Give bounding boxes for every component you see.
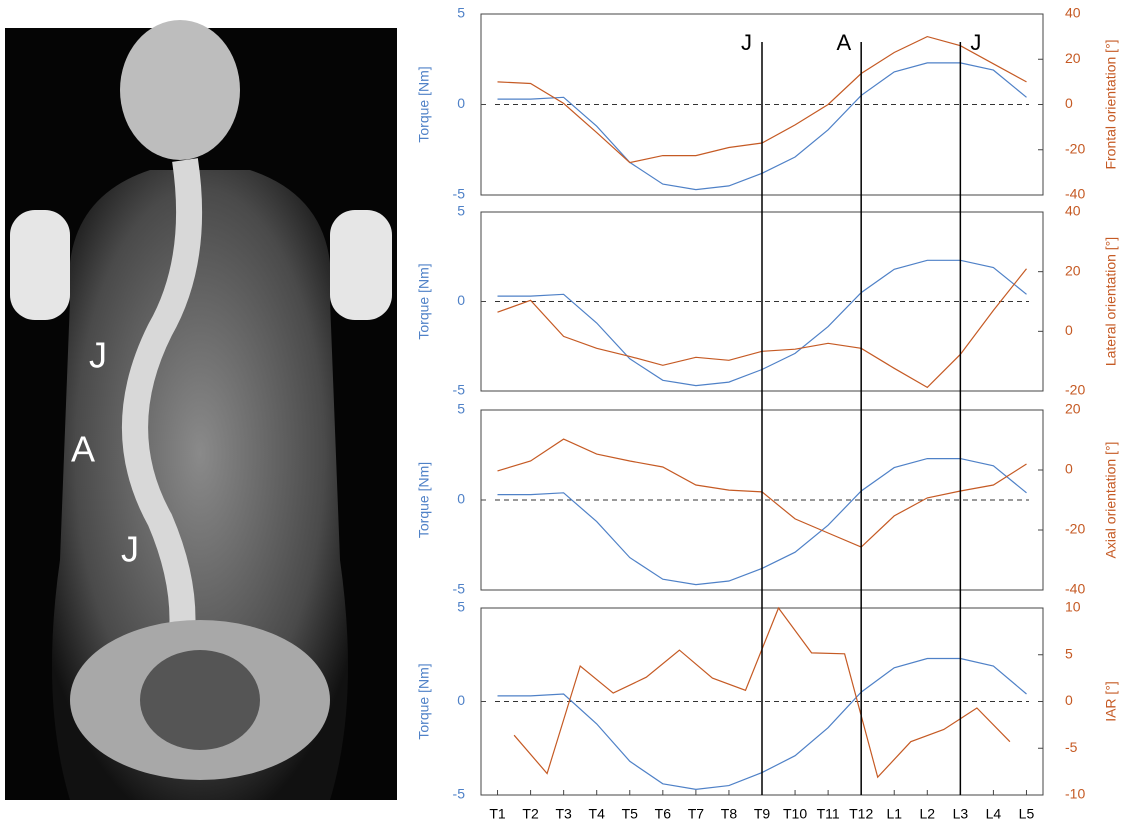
y-tick-label: -5 — [453, 382, 466, 398]
x-tick-label: T7 — [688, 806, 705, 822]
y-tick-label: 0 — [457, 491, 465, 507]
y2-tick-label: 20 — [1065, 50, 1081, 66]
x-tick-label: T1 — [489, 806, 506, 822]
y-axis-label: Torque [Nm] — [416, 66, 432, 142]
y-tick-label: 0 — [457, 292, 465, 308]
y2-axis-label: IAR [°] — [1103, 681, 1119, 722]
y2-tick-label: -20 — [1065, 521, 1085, 537]
figure: J A J -5 0 5 -40 -20 0 20 40 Torque [Nm] Frontal … — [0, 0, 1127, 830]
y-tick-label: 5 — [457, 5, 465, 21]
x-tick-label: T6 — [655, 806, 672, 822]
y2-tick-label: 20 — [1065, 401, 1081, 417]
x-tick-label: T11 — [817, 806, 840, 822]
y2-tick-label: -40 — [1065, 186, 1085, 202]
x-tick-label: T5 — [622, 806, 639, 822]
y-axis-label: Torque [Nm] — [416, 462, 432, 538]
y-tick-label: 0 — [457, 692, 465, 708]
x-tick-label: L4 — [986, 806, 1002, 822]
x-tick-label: T8 — [721, 806, 738, 822]
y-tick-label: -5 — [453, 786, 466, 802]
y-tick-label: 5 — [457, 401, 465, 417]
y2-tick-label: 0 — [1065, 95, 1073, 111]
y2-tick-label: 0 — [1065, 692, 1073, 708]
y2-tick-label: -20 — [1065, 382, 1085, 398]
y2-tick-label: -10 — [1065, 786, 1085, 802]
y2-tick-label: -40 — [1065, 581, 1085, 597]
y-tick-label: -5 — [453, 581, 466, 597]
x-tick-label: T3 — [555, 806, 572, 822]
y2-axis-label: Axial orientation [°] — [1103, 442, 1119, 559]
marker-label: J — [741, 30, 752, 55]
x-tick-label: T2 — [522, 806, 539, 822]
y2-tick-label: 10 — [1065, 599, 1081, 615]
y2-tick-label: -5 — [1065, 739, 1078, 755]
xray-image: J A J — [5, 20, 397, 800]
x-tick-label: L3 — [953, 806, 969, 822]
y-tick-label: 5 — [457, 599, 465, 615]
marker-label: J — [970, 30, 981, 55]
y2-tick-label: 5 — [1065, 645, 1073, 661]
y2-tick-label: 0 — [1065, 461, 1073, 477]
x-tick-label: T9 — [754, 806, 771, 822]
x-tick-label: L5 — [1019, 806, 1035, 822]
marker-label: A — [836, 30, 851, 55]
y2-tick-label: -20 — [1065, 140, 1085, 156]
xray-label: J — [89, 335, 107, 376]
y-tick-label: 0 — [457, 95, 465, 111]
xray-label: J — [121, 529, 139, 570]
y2-axis-label: Frontal orientation [°] — [1103, 39, 1119, 169]
y-axis-label: Torque [Nm] — [416, 263, 432, 339]
x-tick-label: T12 — [849, 806, 873, 822]
page: J A J -5 0 5 -40 -20 0 20 40 Torque [Nm] Frontal … — [0, 0, 1127, 835]
y2-tick-label: 40 — [1065, 5, 1081, 21]
x-tick-label: L1 — [886, 806, 902, 822]
y2-axis-label: Lateral orientation [°] — [1103, 237, 1119, 366]
y-tick-label: -5 — [453, 186, 466, 202]
x-tick-label: T4 — [589, 806, 606, 822]
y2-tick-label: 20 — [1065, 262, 1081, 278]
y2-tick-label: 0 — [1065, 322, 1073, 338]
x-tick-label: L2 — [920, 806, 936, 822]
y2-tick-label: 40 — [1065, 203, 1081, 219]
y-axis-label: Torque [Nm] — [416, 663, 432, 739]
x-tick-label: T10 — [783, 806, 807, 822]
xray-label: A — [71, 429, 95, 470]
y-tick-label: 5 — [457, 203, 465, 219]
